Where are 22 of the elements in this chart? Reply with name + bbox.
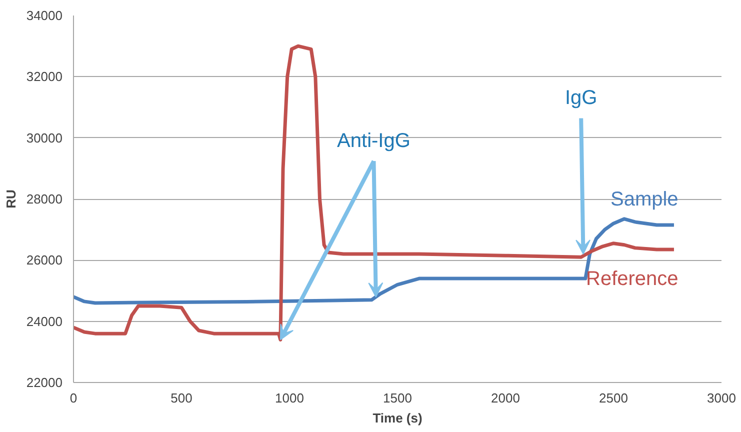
x-tick-label: 2000: [491, 390, 520, 406]
annotation: IgG: [564, 87, 598, 110]
y-tick-label: 34000: [26, 8, 63, 23]
y-tick-label: 32000: [26, 69, 63, 84]
x-tick-label: 1000: [275, 390, 304, 406]
x-axis-title: Time (s): [372, 410, 422, 426]
x-tick-label: 0: [70, 390, 78, 406]
series-label: Reference: [586, 268, 678, 290]
annotation: Anti-IgG: [337, 130, 410, 152]
x-tick-label: 3000: [707, 390, 736, 406]
series-label: Sample: [610, 188, 678, 210]
y-tick-label: 22000: [26, 375, 63, 390]
x-tick-label: 500: [170, 390, 192, 406]
line-series: [74, 44, 676, 342]
line-series: [74, 217, 676, 305]
y-axis-title: RU: [3, 190, 18, 208]
y-tick-label: 26000: [26, 252, 63, 268]
y-tick-label: 30000: [26, 130, 63, 146]
x-tick-label: 2500: [599, 390, 628, 406]
y-tick-label: 28000: [26, 192, 63, 206]
x-tick-label: 1500: [383, 390, 412, 406]
y-tick-label: 24000: [26, 314, 63, 329]
